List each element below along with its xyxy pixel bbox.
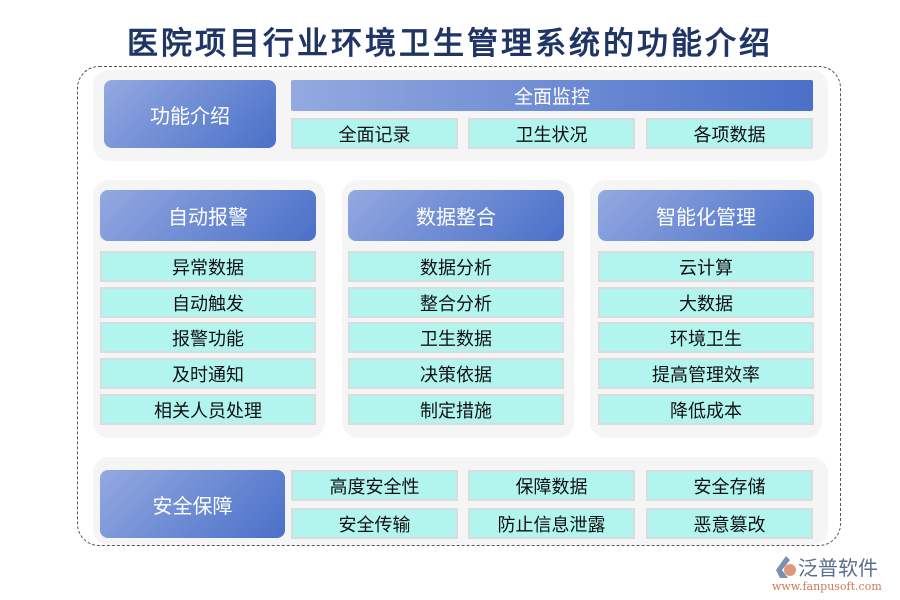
column-item: 数据分析	[348, 251, 564, 282]
intro-header: 功能介绍	[104, 80, 276, 148]
security-item: 高度安全性	[291, 470, 458, 501]
monitor-bar: 全面监控	[291, 80, 813, 111]
logo-icon	[776, 556, 796, 578]
security-item: 防止信息泄露	[468, 508, 635, 539]
logo-name: 泛普软件	[798, 556, 878, 580]
column-item: 云计算	[598, 251, 814, 282]
column-item: 决策依据	[348, 358, 564, 389]
logo-url: www.fanpusoft.com	[772, 580, 882, 593]
security-item: 安全传输	[291, 508, 458, 539]
security-item: 保障数据	[468, 470, 635, 501]
page-title: 医院项目行业环境卫生管理系统的功能介绍	[127, 26, 773, 62]
security-header: 安全保障	[100, 470, 285, 538]
column-item: 提高管理效率	[598, 358, 814, 389]
column-item: 降低成本	[598, 394, 814, 425]
column-item: 整合分析	[348, 287, 564, 318]
column-item: 卫生数据	[348, 322, 564, 353]
outer-dashed-frame	[77, 66, 841, 546]
security-item: 恶意篡改	[646, 508, 813, 539]
column-item: 报警功能	[100, 322, 316, 353]
column-header: 数据整合	[348, 190, 564, 241]
column-item: 自动触发	[100, 287, 316, 318]
column-item: 制定措施	[348, 394, 564, 425]
security-item: 安全存储	[646, 470, 813, 501]
fanpusoft-logo: 泛普软件 www.fanpusoft.com	[770, 550, 895, 595]
intro-item: 全面记录	[291, 118, 458, 149]
column-item: 及时通知	[100, 358, 316, 389]
column-item: 大数据	[598, 287, 814, 318]
intro-item: 卫生状况	[468, 118, 635, 149]
column-item: 环境卫生	[598, 322, 814, 353]
column-item: 异常数据	[100, 251, 316, 282]
column-item: 相关人员处理	[100, 394, 316, 425]
intro-item: 各项数据	[646, 118, 813, 149]
column-header: 自动报警	[100, 190, 316, 241]
column-header: 智能化管理	[598, 190, 814, 241]
